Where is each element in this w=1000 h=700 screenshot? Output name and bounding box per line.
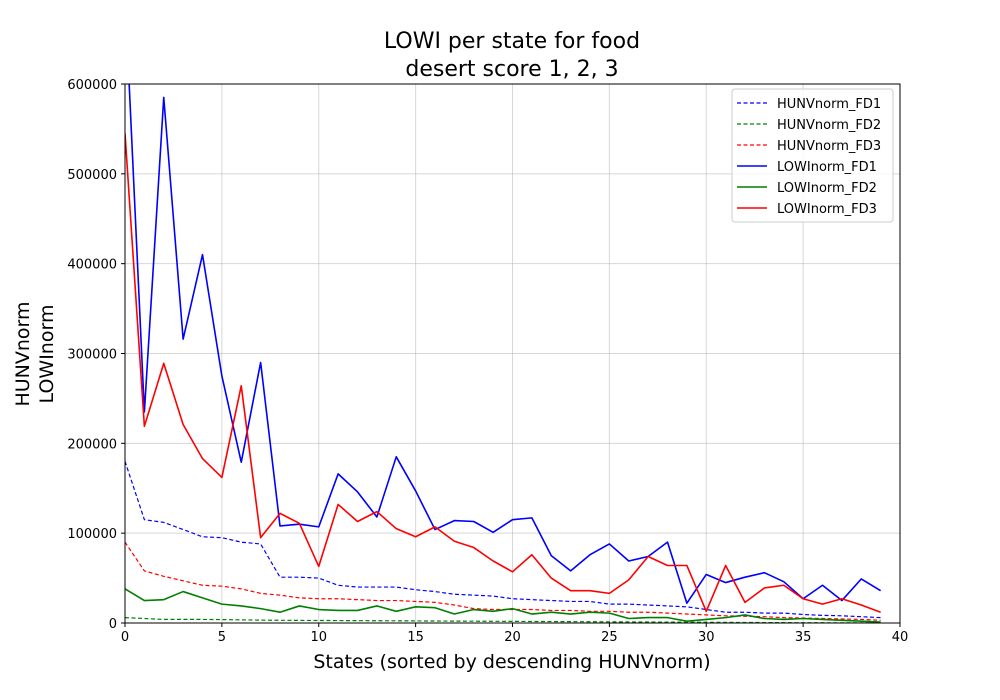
y-axis-label-line-2: LOWInorm xyxy=(36,305,58,404)
legend-label: LOWInorm_FD3 xyxy=(777,202,877,217)
y-tick-label: 200000 xyxy=(67,437,117,452)
x-tick-label: 30 xyxy=(698,630,715,645)
y-tick-label: 600000 xyxy=(67,78,117,93)
x-tick-label: 0 xyxy=(121,630,129,645)
x-axis-label: States (sorted by descending HUNVnorm) xyxy=(313,651,710,673)
x-tick-label: 20 xyxy=(504,630,521,645)
legend-label: HUNVnorm_FD1 xyxy=(777,97,881,112)
x-tick-label: 10 xyxy=(310,630,327,645)
chart-title-line-2: desert score 1, 2, 3 xyxy=(405,57,618,82)
legend-label: LOWInorm_FD1 xyxy=(777,160,877,175)
chart-title-line-1: LOWI per state for food xyxy=(384,29,640,54)
series-line-lowinorm-fd3 xyxy=(125,133,881,613)
y-tick-label: 0 xyxy=(109,617,117,632)
x-tick-label: 15 xyxy=(407,630,424,645)
y-axis-label-line-1: HUNVnorm xyxy=(12,301,34,406)
legend-label: HUNVnorm_FD2 xyxy=(777,118,881,133)
y-tick-label: 300000 xyxy=(67,348,117,363)
series-line-lowinorm-fd1 xyxy=(128,84,882,605)
series-line-hunvnorm-fd2 xyxy=(125,617,881,623)
x-tick-label: 5 xyxy=(218,630,226,645)
y-tick-label: 100000 xyxy=(67,527,117,542)
y-tick-label: 500000 xyxy=(67,168,117,183)
series-line-hunvnorm-fd1 xyxy=(125,461,881,619)
series-layer xyxy=(125,84,882,623)
legend-label: HUNVnorm_FD3 xyxy=(777,139,881,154)
legend: HUNVnorm_FD1 HUNVnorm_FD2 HUNVnorm_FD3 LOWI… xyxy=(731,88,894,223)
legend-frame xyxy=(731,88,894,223)
x-tick-label: 40 xyxy=(892,630,909,645)
legend-label: LOWInorm_FD2 xyxy=(777,181,877,196)
series-line-lowinorm-fd2 xyxy=(125,588,881,623)
y-tick-label: 400000 xyxy=(67,258,117,273)
x-tick-label: 25 xyxy=(601,630,618,645)
x-tick-label: 35 xyxy=(795,630,812,645)
ticks: 0 5 10 15 20 25 30 35 40 0 100000 200000 300000 40000… xyxy=(67,78,908,645)
